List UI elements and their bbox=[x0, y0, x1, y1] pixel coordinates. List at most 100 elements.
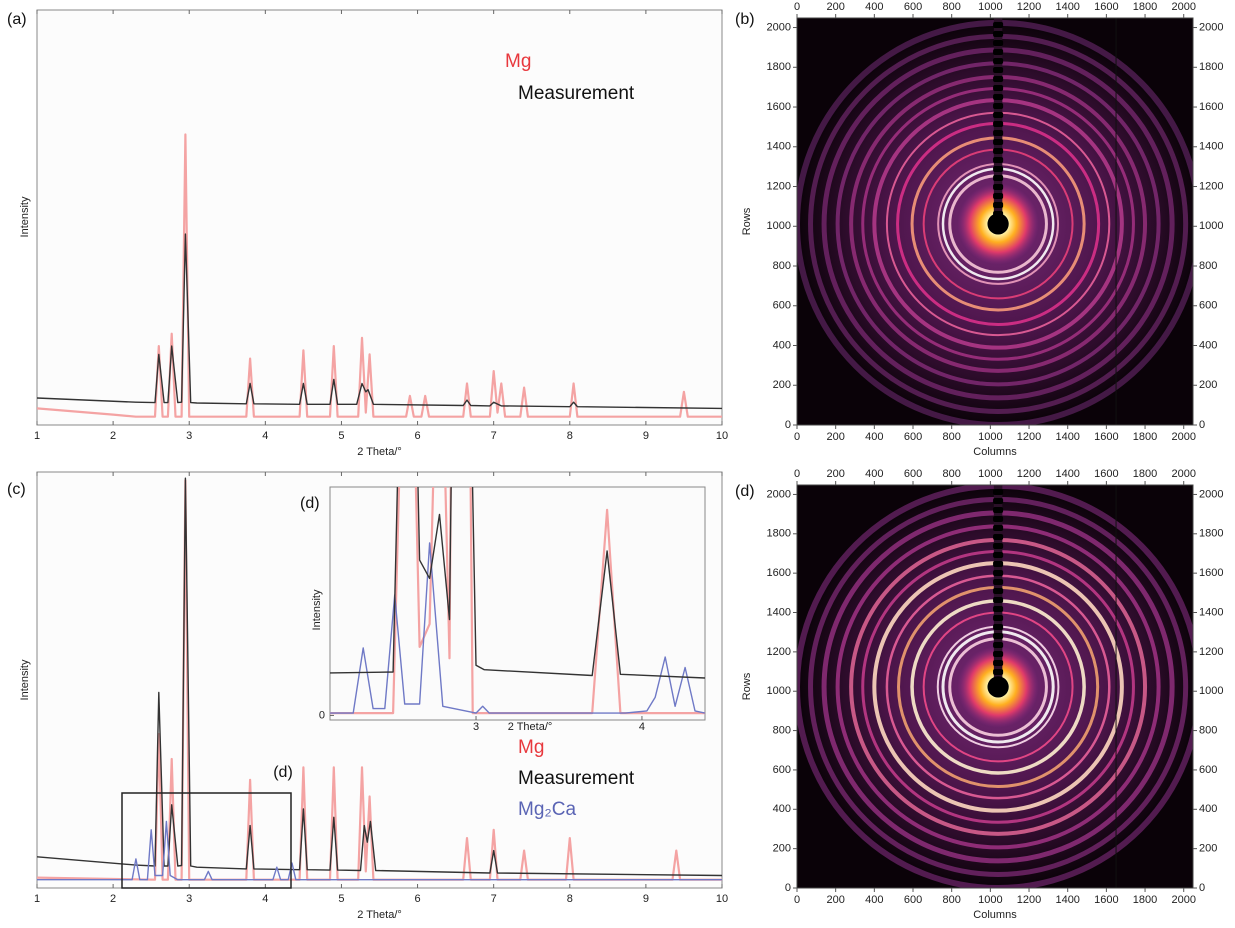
beam-stop-dot bbox=[993, 615, 1004, 621]
series-group bbox=[37, 133, 722, 418]
zoom-box bbox=[121, 792, 292, 889]
beam-stop-dot bbox=[993, 148, 1004, 154]
x-tick-label: 200 bbox=[826, 894, 844, 906]
x-tick-label: 800 bbox=[943, 431, 961, 443]
beam-block bbox=[987, 213, 1009, 235]
x-tick-label: 3 bbox=[186, 893, 192, 905]
y-tick-label: 1800 bbox=[767, 61, 791, 73]
beam-stop-dot bbox=[993, 651, 1004, 657]
x-tick-label: 9 bbox=[643, 893, 649, 905]
beam-stop-dot bbox=[993, 157, 1004, 163]
y-axis-label: Intensity bbox=[19, 659, 31, 700]
series-group bbox=[330, 487, 705, 715]
x-tick-label: 1200 bbox=[1017, 894, 1041, 906]
y-tick-label: 200 bbox=[1199, 843, 1217, 855]
y-tick-label: 1200 bbox=[767, 646, 791, 658]
panel-label: (a) bbox=[7, 11, 27, 28]
plot-area bbox=[329, 486, 706, 721]
x-tick-label: 2000 bbox=[1171, 894, 1195, 906]
line-series bbox=[37, 820, 722, 881]
x-tick-label: 10 bbox=[716, 893, 728, 905]
y-tick-label: 2000 bbox=[767, 488, 791, 500]
x-axis-label: 2 Theta/° bbox=[508, 721, 553, 733]
x-tick-label: 7 bbox=[491, 893, 497, 905]
y-axis-label: Intensity bbox=[19, 196, 31, 237]
detector-image bbox=[797, 485, 1193, 888]
x-tick-label: 1000 bbox=[978, 431, 1002, 443]
y-tick-label: 2000 bbox=[1199, 21, 1223, 33]
x-tick-label: 600 bbox=[904, 894, 922, 906]
beam-stop-dot bbox=[993, 175, 1004, 181]
x-tick-label: 0 bbox=[794, 468, 800, 480]
y-tick-label: 400 bbox=[1199, 339, 1217, 351]
beam-stop-dot bbox=[993, 606, 1004, 612]
x-tick-label: 1800 bbox=[1133, 468, 1157, 480]
beam-stop-dot bbox=[993, 166, 1004, 172]
beam-stop-dot bbox=[993, 498, 1004, 504]
y-tick-label: 400 bbox=[773, 803, 791, 815]
beam-stop-dot bbox=[993, 139, 1004, 145]
y-tick-label: 400 bbox=[1199, 803, 1217, 815]
line-series bbox=[37, 233, 722, 410]
beam-stop-dot bbox=[993, 22, 1004, 28]
beam-stop-dot bbox=[993, 525, 1004, 531]
beam-stop-dot bbox=[993, 579, 1004, 585]
beam-stop bbox=[993, 18, 1003, 224]
beam-stop-dot bbox=[993, 669, 1004, 675]
y-tick-label: 800 bbox=[773, 724, 791, 736]
beam-stop-dot bbox=[993, 507, 1004, 513]
y-tick-label: 1200 bbox=[1199, 180, 1223, 192]
beam-block bbox=[987, 676, 1009, 698]
x-axis-label: 2 Theta/° bbox=[357, 909, 402, 921]
y-tick-label: 0 bbox=[319, 709, 325, 721]
x-tick-label: 0 bbox=[794, 1, 800, 13]
y-tick-label: 400 bbox=[773, 339, 791, 351]
x-tick-label: 6 bbox=[414, 893, 420, 905]
y-tick-label: 200 bbox=[773, 843, 791, 855]
y-axis-label: Rows bbox=[741, 672, 753, 700]
x-tick-label: 5 bbox=[338, 893, 344, 905]
y-axis-label: Rows bbox=[741, 207, 753, 235]
y-tick-label: 1800 bbox=[1199, 61, 1223, 73]
y-tick-label: 200 bbox=[1199, 379, 1217, 391]
beam-stop-dot bbox=[993, 570, 1004, 576]
x-tick-label: 1200 bbox=[1017, 431, 1041, 443]
y-tick-label: 1600 bbox=[1199, 101, 1223, 113]
y-tick-label: 800 bbox=[1199, 260, 1217, 272]
x-tick-label: 5 bbox=[338, 430, 344, 442]
beam-stop-dot bbox=[993, 193, 1004, 199]
y-tick-label: 1400 bbox=[767, 606, 791, 618]
x-tick-label: 400 bbox=[865, 468, 883, 480]
legend-entry: Measurement bbox=[518, 83, 635, 104]
y-tick-label: 1600 bbox=[767, 101, 791, 113]
beam-stop-dot bbox=[993, 534, 1004, 540]
beam-stop-dot bbox=[993, 67, 1004, 73]
x-tick-label: 1 bbox=[34, 430, 40, 442]
y-tick-label: 600 bbox=[1199, 300, 1217, 312]
y-tick-label: 1800 bbox=[1199, 528, 1223, 540]
beam-stop-dot bbox=[993, 31, 1004, 37]
x-tick-label: 1400 bbox=[1055, 894, 1079, 906]
x-tick-label: 4 bbox=[262, 893, 268, 905]
y-tick-label: 600 bbox=[773, 300, 791, 312]
x-tick-label: 1000 bbox=[978, 894, 1002, 906]
x-tick-label: 1800 bbox=[1133, 1, 1157, 13]
x-tick-label: 200 bbox=[826, 468, 844, 480]
beam-stop-dot bbox=[993, 76, 1004, 82]
x-tick-label: 800 bbox=[943, 1, 961, 13]
x-tick-label: 2000 bbox=[1171, 1, 1195, 13]
x-tick-label: 3 bbox=[473, 721, 479, 733]
beam-stop-dot bbox=[993, 94, 1004, 100]
y-tick-label: 1600 bbox=[767, 567, 791, 579]
x-tick-label: 7 bbox=[491, 430, 497, 442]
x-tick-label: 1600 bbox=[1094, 894, 1118, 906]
y-tick-label: 1200 bbox=[1199, 646, 1223, 658]
y-tick-label: 1400 bbox=[767, 141, 791, 153]
x-tick-label: 1 bbox=[34, 893, 40, 905]
x-tick-label: 200 bbox=[826, 431, 844, 443]
y-tick-label: 1000 bbox=[767, 220, 791, 232]
x-tick-label: 1000 bbox=[978, 1, 1002, 13]
line-series bbox=[330, 487, 705, 679]
x-tick-label: 1000 bbox=[978, 468, 1002, 480]
